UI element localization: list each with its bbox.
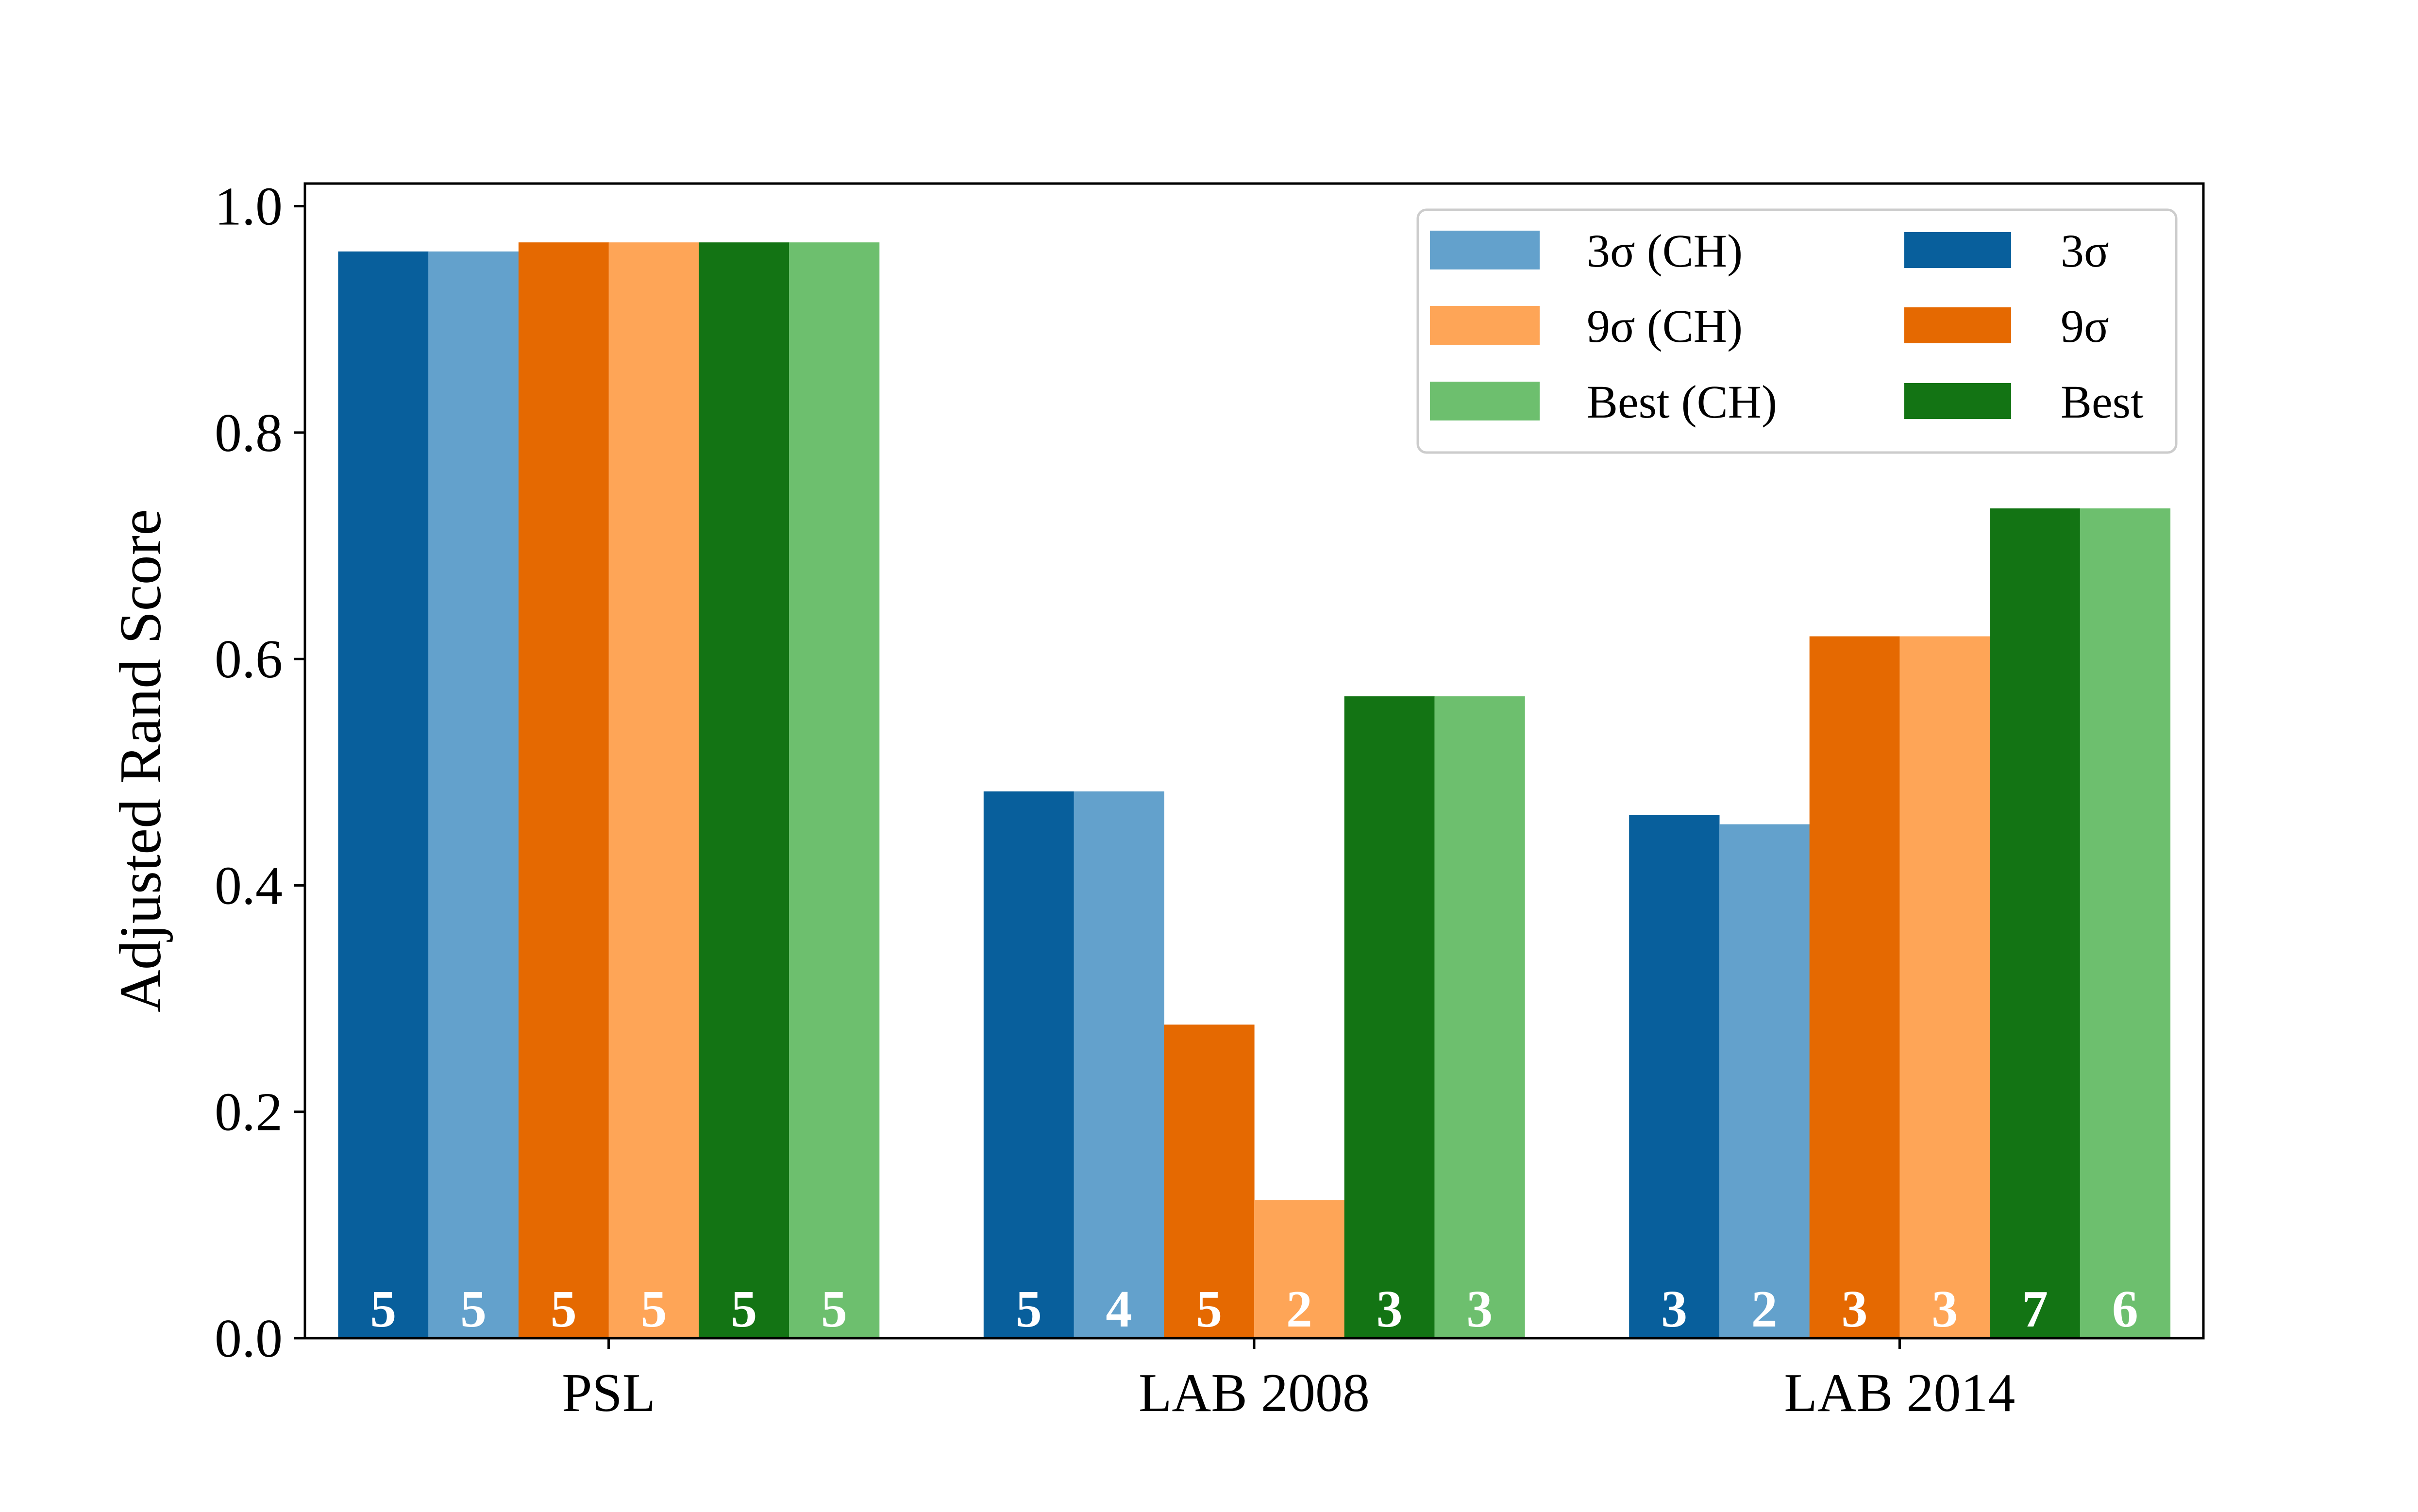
legend-swatch (1904, 232, 2011, 268)
legend-swatch (1904, 383, 2011, 419)
bar-count-label: 3 (1842, 1280, 1868, 1338)
bar (608, 242, 699, 1339)
bar (1434, 696, 1525, 1338)
x-tick-label: PSL (562, 1363, 655, 1423)
y-tick-label: 0.6 (215, 629, 283, 689)
legend-swatch (1430, 382, 1540, 420)
legend: 3σ (CH) 3σ 9σ (CH) 9σ Best (CH) Best (1416, 208, 2178, 454)
bar-count-label: 7 (2022, 1280, 2048, 1338)
legend-swatch (1904, 307, 2011, 343)
bar-count-label: 5 (1016, 1280, 1042, 1338)
legend-label: 9σ (2061, 300, 2109, 352)
bar-count-label: 5 (1196, 1280, 1222, 1338)
y-axis-label: Adjusted Rand Score (108, 509, 173, 1013)
bar (1254, 1200, 1345, 1338)
bar (983, 791, 1075, 1338)
bar-count-label: 5 (641, 1280, 667, 1338)
y-tick-label: 0.2 (215, 1082, 283, 1142)
bar (1074, 791, 1164, 1338)
bar-count-label: 3 (1466, 1280, 1493, 1338)
bars-layer (338, 242, 2171, 1339)
bar-count-label: 3 (1377, 1280, 1403, 1338)
y-tick-label: 0.8 (215, 403, 283, 463)
bar-count-label: 3 (1661, 1280, 1687, 1338)
bar-count-label: 5 (370, 1280, 396, 1338)
bar-count-label: 5 (731, 1280, 757, 1338)
bar (699, 242, 789, 1339)
legend-label: Best (2061, 376, 2144, 428)
bar (338, 251, 429, 1339)
bar (1990, 508, 2081, 1338)
ticks-layer: PSL LAB 2008 LAB 2014 0.0 0.2 0.4 0.6 0.8 1.0 (215, 177, 2015, 1423)
x-tick-label: LAB 2008 (1139, 1363, 1370, 1423)
bar-count-label: 5 (551, 1280, 577, 1338)
bar (1164, 1025, 1255, 1338)
bar-count-label: 2 (1286, 1280, 1312, 1338)
bar-count-label: 3 (1931, 1280, 1958, 1338)
y-tick-label: 0.4 (215, 856, 283, 916)
bar-count-label: 4 (1106, 1280, 1132, 1338)
bar (518, 242, 609, 1339)
bar-labels-layer: 5 5 5 5 5 5 5 4 5 2 3 3 3 2 3 3 7 6 (370, 1280, 2138, 1338)
bar-count-label: 5 (821, 1280, 847, 1338)
x-tick-label: LAB 2014 (1784, 1363, 2015, 1423)
y-tick-label: 1.0 (215, 177, 283, 237)
bar (1719, 824, 1810, 1338)
bar-count-label: 5 (460, 1280, 487, 1338)
bar-count-label: 6 (2112, 1280, 2138, 1338)
bar (428, 251, 519, 1339)
bar-count-label: 2 (1751, 1280, 1778, 1338)
bar (1344, 696, 1435, 1338)
legend-label: 9σ (CH) (1587, 300, 1743, 352)
legend-label: 3σ (CH) (1587, 225, 1743, 277)
legend-swatch (1430, 231, 1540, 269)
bar (2080, 508, 2171, 1338)
bar (1899, 636, 1990, 1338)
legend-label: Best (CH) (1587, 376, 1777, 428)
legend-label: 3σ (2061, 225, 2109, 277)
legend-swatch (1430, 306, 1540, 345)
bar (1629, 815, 1720, 1338)
bar (789, 242, 880, 1339)
y-tick-label: 0.0 (215, 1309, 283, 1369)
bar (1809, 636, 1900, 1338)
